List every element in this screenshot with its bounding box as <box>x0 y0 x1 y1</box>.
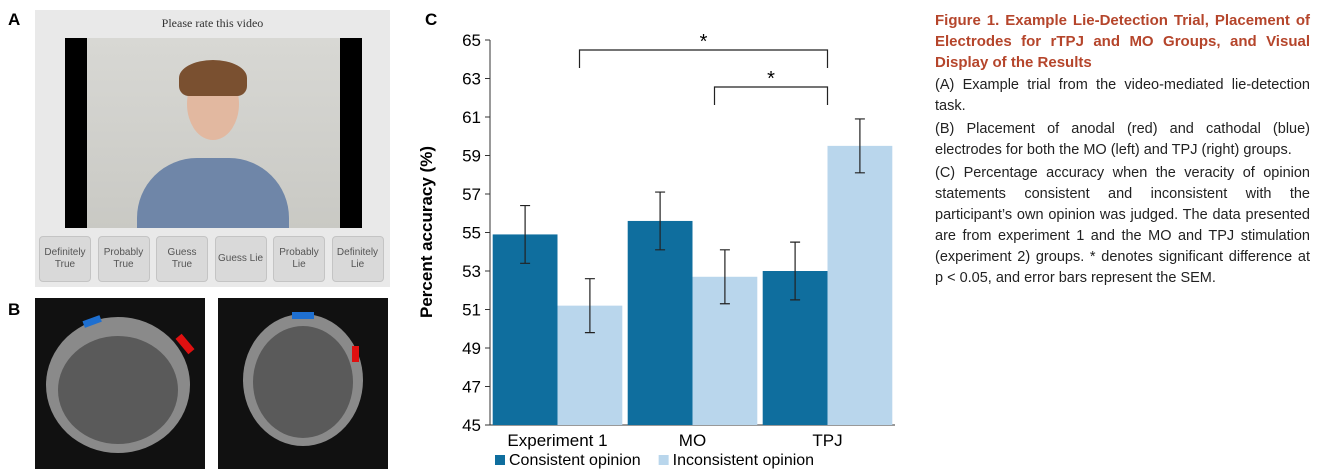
y-tick-label: 55 <box>462 224 481 243</box>
video <box>65 38 362 228</box>
caption-paragraph: (B) Placement of anodal (red) and cathod… <box>935 121 1310 158</box>
panel-letter: A <box>8 10 21 29</box>
y-tick-label: 53 <box>462 262 481 281</box>
x-tick-label: TPJ <box>812 431 842 450</box>
y-tick-label: 51 <box>462 301 481 320</box>
rating-button[interactable]: Definitely True <box>39 236 91 282</box>
chart: Percent accuracy (%) 45 47 49 51 53 55 57 59 61 6… <box>417 31 895 469</box>
x-tick-label: MO <box>679 431 706 450</box>
anode <box>352 346 359 362</box>
anode <box>175 333 195 355</box>
bar <box>627 220 693 425</box>
panel-letter: C <box>425 10 438 29</box>
rating-button[interactable]: Probably True <box>97 236 150 282</box>
brain <box>58 336 178 444</box>
video-prompt: Please rate this video <box>161 16 264 30</box>
y-tick-label: 65 <box>462 31 481 50</box>
legend-swatch <box>495 455 505 465</box>
shirt <box>137 158 289 228</box>
cathode <box>82 315 102 328</box>
y-axis-label: Percent accuracy (%) <box>417 146 436 318</box>
video-image <box>87 38 340 228</box>
error-bar <box>584 278 595 334</box>
y-tick-label: 59 <box>462 147 481 166</box>
y-tick-label: 61 <box>462 108 481 127</box>
panel-letter: B <box>8 300 21 319</box>
x-tick-label: Experiment 1 <box>507 431 607 450</box>
significance-bracket <box>578 49 829 68</box>
legend-label: Inconsistent opinion <box>673 452 814 469</box>
cathode <box>292 312 314 319</box>
video-frame: Please rate this video <box>35 10 390 287</box>
caption: Figure 1. Example Lie-Detection Trial, P… <box>935 10 1310 291</box>
y-tick-label: 45 <box>462 416 481 435</box>
significance-label: * <box>700 31 708 53</box>
significance-bracket <box>713 86 829 105</box>
legend-label: Consistent opinion <box>509 452 641 469</box>
y-tick-label: 63 <box>462 70 481 89</box>
caption-paragraph: (C) Percentage accuracy when the veracit… <box>935 165 1310 286</box>
error-bar <box>790 241 801 301</box>
bar <box>827 145 893 425</box>
error-bar <box>854 118 865 174</box>
mri-images <box>35 298 388 469</box>
rating-button[interactable]: Probably Lie <box>273 236 325 282</box>
rating-button[interactable]: Definitely Lie <box>331 236 384 282</box>
error-bar <box>520 204 531 264</box>
error-bar <box>719 249 730 305</box>
y-tick-label: 57 <box>462 185 481 204</box>
caption-paragraph: (A) Example trial from the video-mediate… <box>935 77 1310 114</box>
y-tick-label: 47 <box>462 378 481 397</box>
rating-button[interactable]: Guess Lie <box>214 236 267 282</box>
error-bar <box>655 191 666 251</box>
legend-swatch <box>658 455 669 465</box>
caption-title: Figure 1. Example Lie-Detection Trial, P… <box>935 12 1310 71</box>
y-tick-label: 49 <box>462 339 481 358</box>
rating-button[interactable]: Guess True <box>156 236 208 282</box>
bar <box>492 234 558 425</box>
brain <box>253 326 353 438</box>
hair <box>179 60 247 96</box>
significance-label: * <box>767 68 775 90</box>
